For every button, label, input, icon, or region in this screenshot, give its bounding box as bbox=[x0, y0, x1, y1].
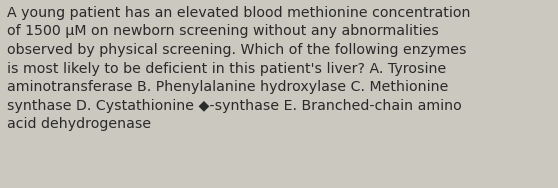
Text: A young patient has an elevated blood methionine concentration
of 1500 μM on new: A young patient has an elevated blood me… bbox=[7, 6, 471, 131]
